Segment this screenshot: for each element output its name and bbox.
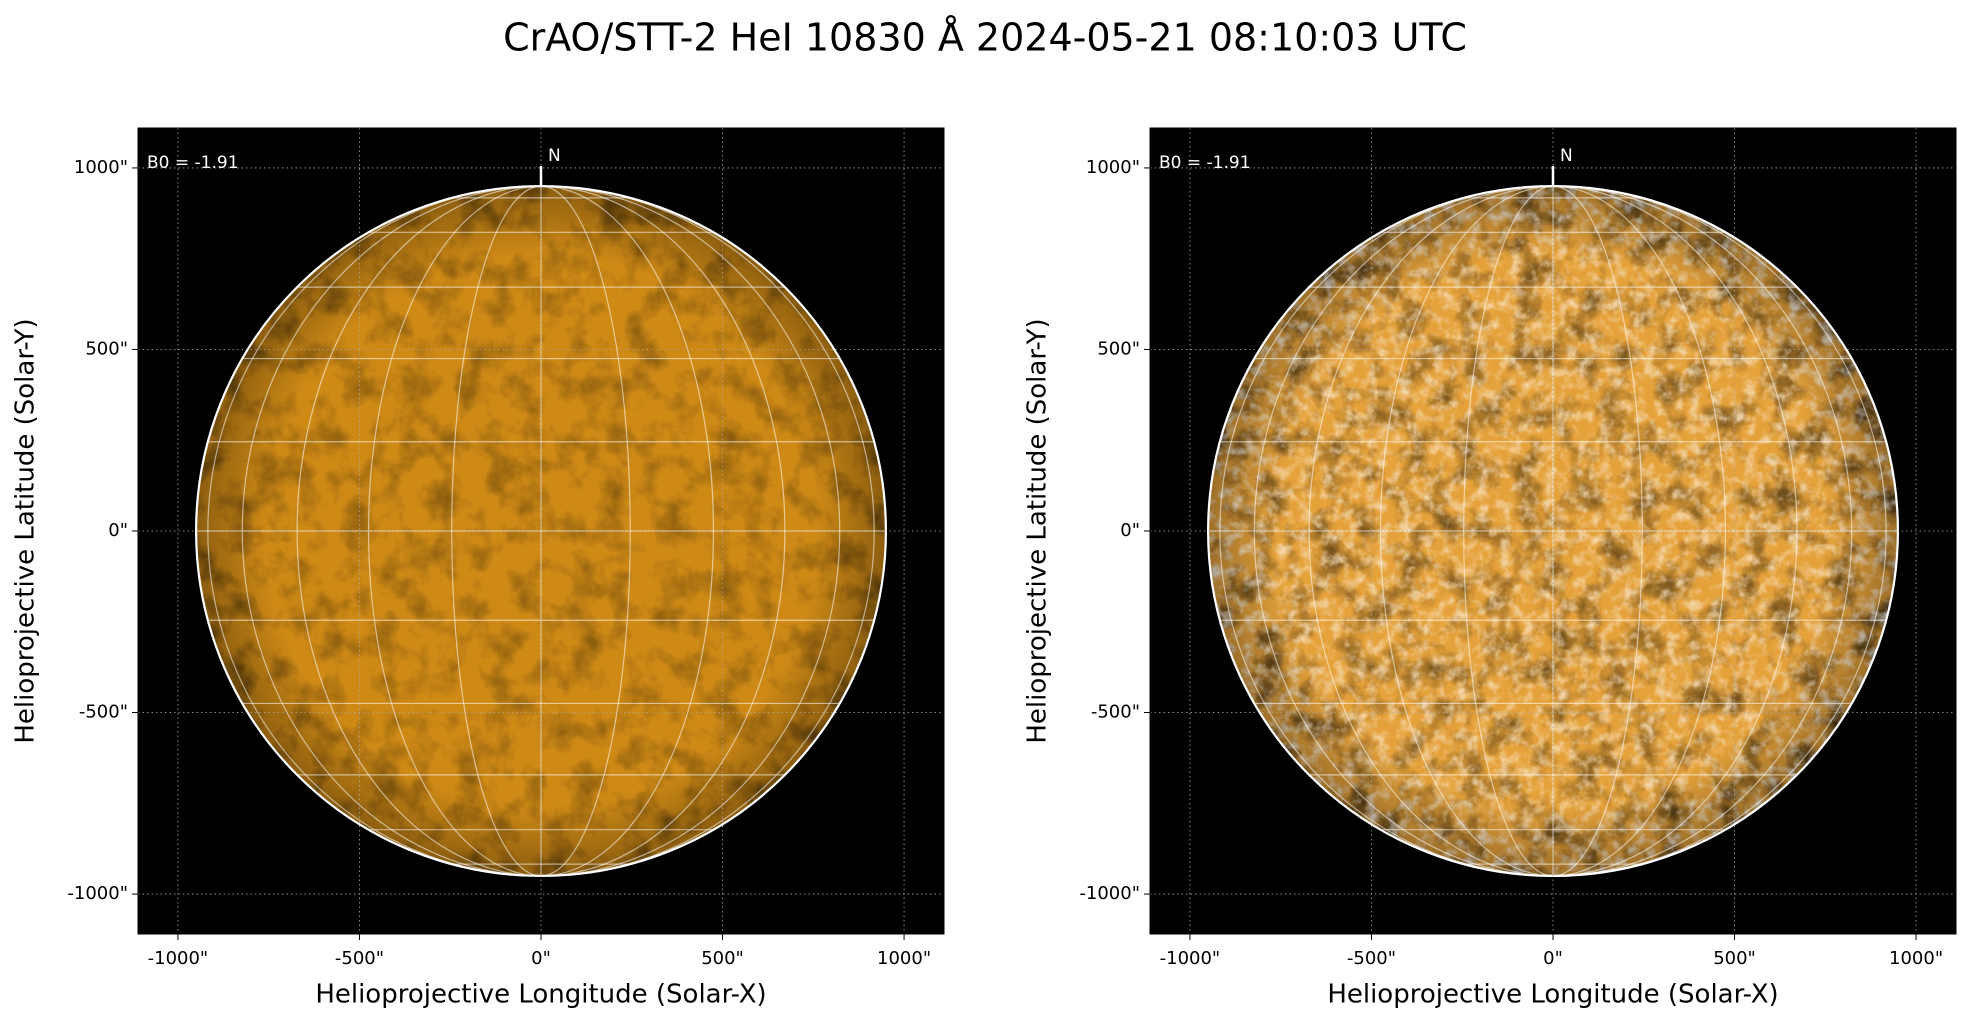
x-axis-label: Helioprojective Longitude (Solar-X): [315, 980, 766, 1010]
x-tick-label: 0": [1543, 948, 1563, 969]
y-tick-label: -1000": [1079, 883, 1140, 904]
x-tick-label: -1000": [1160, 948, 1221, 969]
figure-title: CrAO/STT-2 HeI 10830 Å 2024-05-21 08:10:…: [503, 16, 1467, 60]
y-tick-label: -500": [1091, 702, 1140, 723]
solar-disk: [1208, 186, 1898, 876]
annotation-north: N: [548, 146, 561, 166]
x-tick-label: 500": [1713, 948, 1756, 969]
x-axis-label: Helioprojective Longitude (Solar-X): [1327, 980, 1778, 1010]
y-tick-label: 500": [1097, 338, 1140, 359]
axes-frame: [137, 127, 945, 935]
x-tick-label: -500": [1347, 948, 1396, 969]
panel: -1000" -500" 0" 500" 1000" -1000" -500" 0" 500" 1…: [11, 127, 945, 1010]
annotation-b0: B0 = -1.91: [147, 153, 239, 173]
axes-frame: [1149, 127, 1957, 935]
x-tick-label: 1000": [877, 948, 931, 969]
solar-disk: [196, 186, 886, 876]
y-axis-label: Helioprojective Latitude (Solar-Y): [11, 318, 41, 743]
y-tick-label: 1000": [1086, 157, 1140, 178]
annotation-north: N: [1560, 146, 1573, 166]
y-tick-label: -500": [79, 702, 128, 723]
y-tick-label: 1000": [74, 157, 128, 178]
x-tick-label: 0": [531, 948, 551, 969]
x-tick-label: 1000": [1889, 948, 1943, 969]
y-tick-label: 0": [1120, 520, 1140, 541]
y-tick-label: 500": [85, 338, 128, 359]
y-axis-label: Helioprojective Latitude (Solar-Y): [1023, 318, 1053, 743]
x-tick-label: -1000": [148, 948, 209, 969]
x-tick-label: 500": [701, 948, 744, 969]
y-tick-label: 0": [108, 520, 128, 541]
panel: -1000" -500" 0" 500" 1000" -1000" -500" 0" 500" 1…: [1023, 127, 1957, 1010]
x-tick-label: -500": [335, 948, 384, 969]
y-tick-label: -1000": [67, 883, 128, 904]
annotation-b0: B0 = -1.91: [1159, 153, 1251, 173]
